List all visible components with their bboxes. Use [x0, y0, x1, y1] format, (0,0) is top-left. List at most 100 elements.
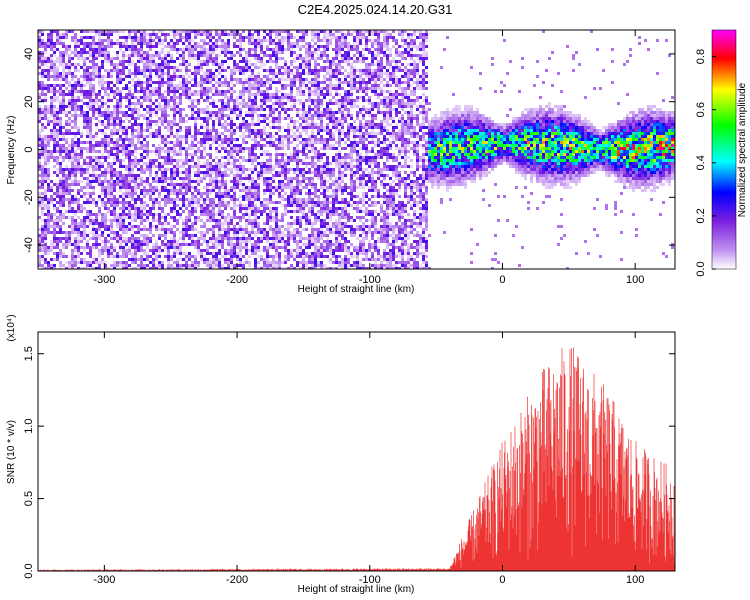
- spectrogram-cell: [218, 72, 221, 75]
- spectrogram-cell: [239, 126, 242, 129]
- spectrogram-cell: [215, 111, 218, 114]
- spectrogram-cell: [296, 189, 299, 192]
- spectrogram-cell: [233, 84, 236, 87]
- spectrogram-cell: [200, 111, 203, 114]
- spectrogram-cell: [122, 246, 125, 249]
- spectrogram-cell: [185, 216, 188, 219]
- spectrogram-cell: [248, 123, 251, 126]
- spectrogram-cell: [125, 189, 128, 192]
- spectrogram-cell: [299, 141, 302, 144]
- spectrogram-cell: [251, 48, 254, 51]
- spectrogram-cell: [131, 171, 134, 174]
- spectrogram-cell: [257, 198, 260, 201]
- spectrogram-cell: [95, 174, 98, 177]
- spectrogram-cell: [68, 174, 71, 177]
- spectrogram-cell: [98, 222, 101, 225]
- spectrogram-cell: [128, 201, 131, 204]
- spectrogram-cell: [146, 219, 149, 222]
- spectrogram-cell: [263, 99, 266, 102]
- spectrogram-cell: [53, 30, 56, 33]
- spectrogram-cell: [101, 111, 104, 114]
- spectrogram-cell: [98, 159, 101, 162]
- spectrogram-cell: [155, 189, 158, 192]
- spectrogram-cell: [47, 267, 50, 269]
- spectrogram-cell: [284, 159, 287, 162]
- spectrogram-cell: [284, 240, 287, 243]
- spectrogram-cell: [248, 150, 251, 153]
- spectrogram-cell: [284, 183, 287, 186]
- spectrogram-cell: [110, 153, 113, 156]
- spectrogram-cell: [38, 261, 41, 264]
- spectrogram-cell: [218, 258, 221, 261]
- spectrogram-cell: [122, 150, 125, 153]
- spectrogram-cell: [65, 51, 68, 54]
- spectrogram-cell: [47, 60, 50, 63]
- spectrogram-cell: [74, 150, 77, 153]
- spectrogram-cell: [281, 42, 284, 45]
- spectrogram-cell: [170, 180, 173, 183]
- spectrogram-cell: [50, 69, 53, 72]
- spectrogram-cell: [272, 117, 275, 120]
- spectrogram-cell: [149, 72, 152, 75]
- spectrogram-cell: [263, 54, 266, 57]
- spectrogram-cell: [296, 210, 299, 213]
- spectrogram-cell: [92, 57, 95, 60]
- spectrogram-cell: [122, 120, 125, 123]
- spectrogram-cell: [203, 258, 206, 261]
- spectrogram-cell: [146, 156, 149, 159]
- spectrogram-cell: [278, 39, 281, 42]
- spectrogram-cell: [62, 204, 65, 207]
- spectrogram-cell: [164, 144, 167, 147]
- spectrogram-cell: [272, 102, 275, 105]
- spectrogram-cell: [287, 267, 290, 269]
- spectrogram-cell: [47, 123, 50, 126]
- spectrogram-cell: [164, 174, 167, 177]
- spectrogram-cell: [230, 78, 233, 81]
- spectrogram-cell: [281, 39, 284, 42]
- spectrogram-cell: [272, 126, 275, 129]
- spectrogram-cell: [146, 60, 149, 63]
- spectrogram-cell: [56, 156, 59, 159]
- spectrogram-cell: [137, 108, 140, 111]
- spectrogram-cell: [308, 57, 311, 60]
- spectrogram-cell: [248, 198, 251, 201]
- spectrogram-cell: [272, 120, 275, 123]
- spectrogram-cell: [269, 36, 272, 39]
- spectrogram-cell: [182, 228, 185, 231]
- spectrogram-cell: [296, 159, 299, 162]
- spectrogram-cell: [215, 81, 218, 84]
- spectrogram-cell: [83, 201, 86, 204]
- spectrogram-cell: [251, 39, 254, 42]
- spectrogram-cell: [206, 198, 209, 201]
- spectrogram-cell: [257, 84, 260, 87]
- spectrogram-cell: [125, 168, 128, 171]
- spectrogram-cell: [284, 84, 287, 87]
- spectrogram-cell: [191, 39, 194, 42]
- spectrogram-cell: [128, 87, 131, 90]
- spectrogram-cell: [179, 141, 182, 144]
- spectrogram-cell: [191, 198, 194, 201]
- spectrogram-cell: [41, 192, 44, 195]
- spectrogram-cell: [221, 201, 224, 204]
- spectrogram-cell: [296, 171, 299, 174]
- spectrogram-cell: [173, 72, 176, 75]
- spectrogram-cell: [209, 165, 212, 168]
- spectrogram-cell: [281, 240, 284, 243]
- spectrogram-cell: [296, 234, 299, 237]
- spectrogram-cell: [293, 126, 296, 129]
- spectrogram-cell: [83, 30, 86, 33]
- spectrogram-cell: [212, 216, 215, 219]
- spectrogram-cell: [188, 39, 191, 42]
- spectrogram-cell: [86, 246, 89, 249]
- spectrogram-cell: [290, 129, 293, 132]
- spectrogram-cell: [272, 216, 275, 219]
- spectrogram-cell: [71, 198, 74, 201]
- spectrogram-cell: [182, 234, 185, 237]
- spectrogram-cell: [164, 105, 167, 108]
- spectrogram-cell: [224, 147, 227, 150]
- spectrogram-cell: [260, 135, 263, 138]
- spectrogram-cell: [293, 159, 296, 162]
- spectrogram-cell: [173, 216, 176, 219]
- spectrogram-cell: [92, 102, 95, 105]
- spectrogram-cell: [305, 99, 308, 102]
